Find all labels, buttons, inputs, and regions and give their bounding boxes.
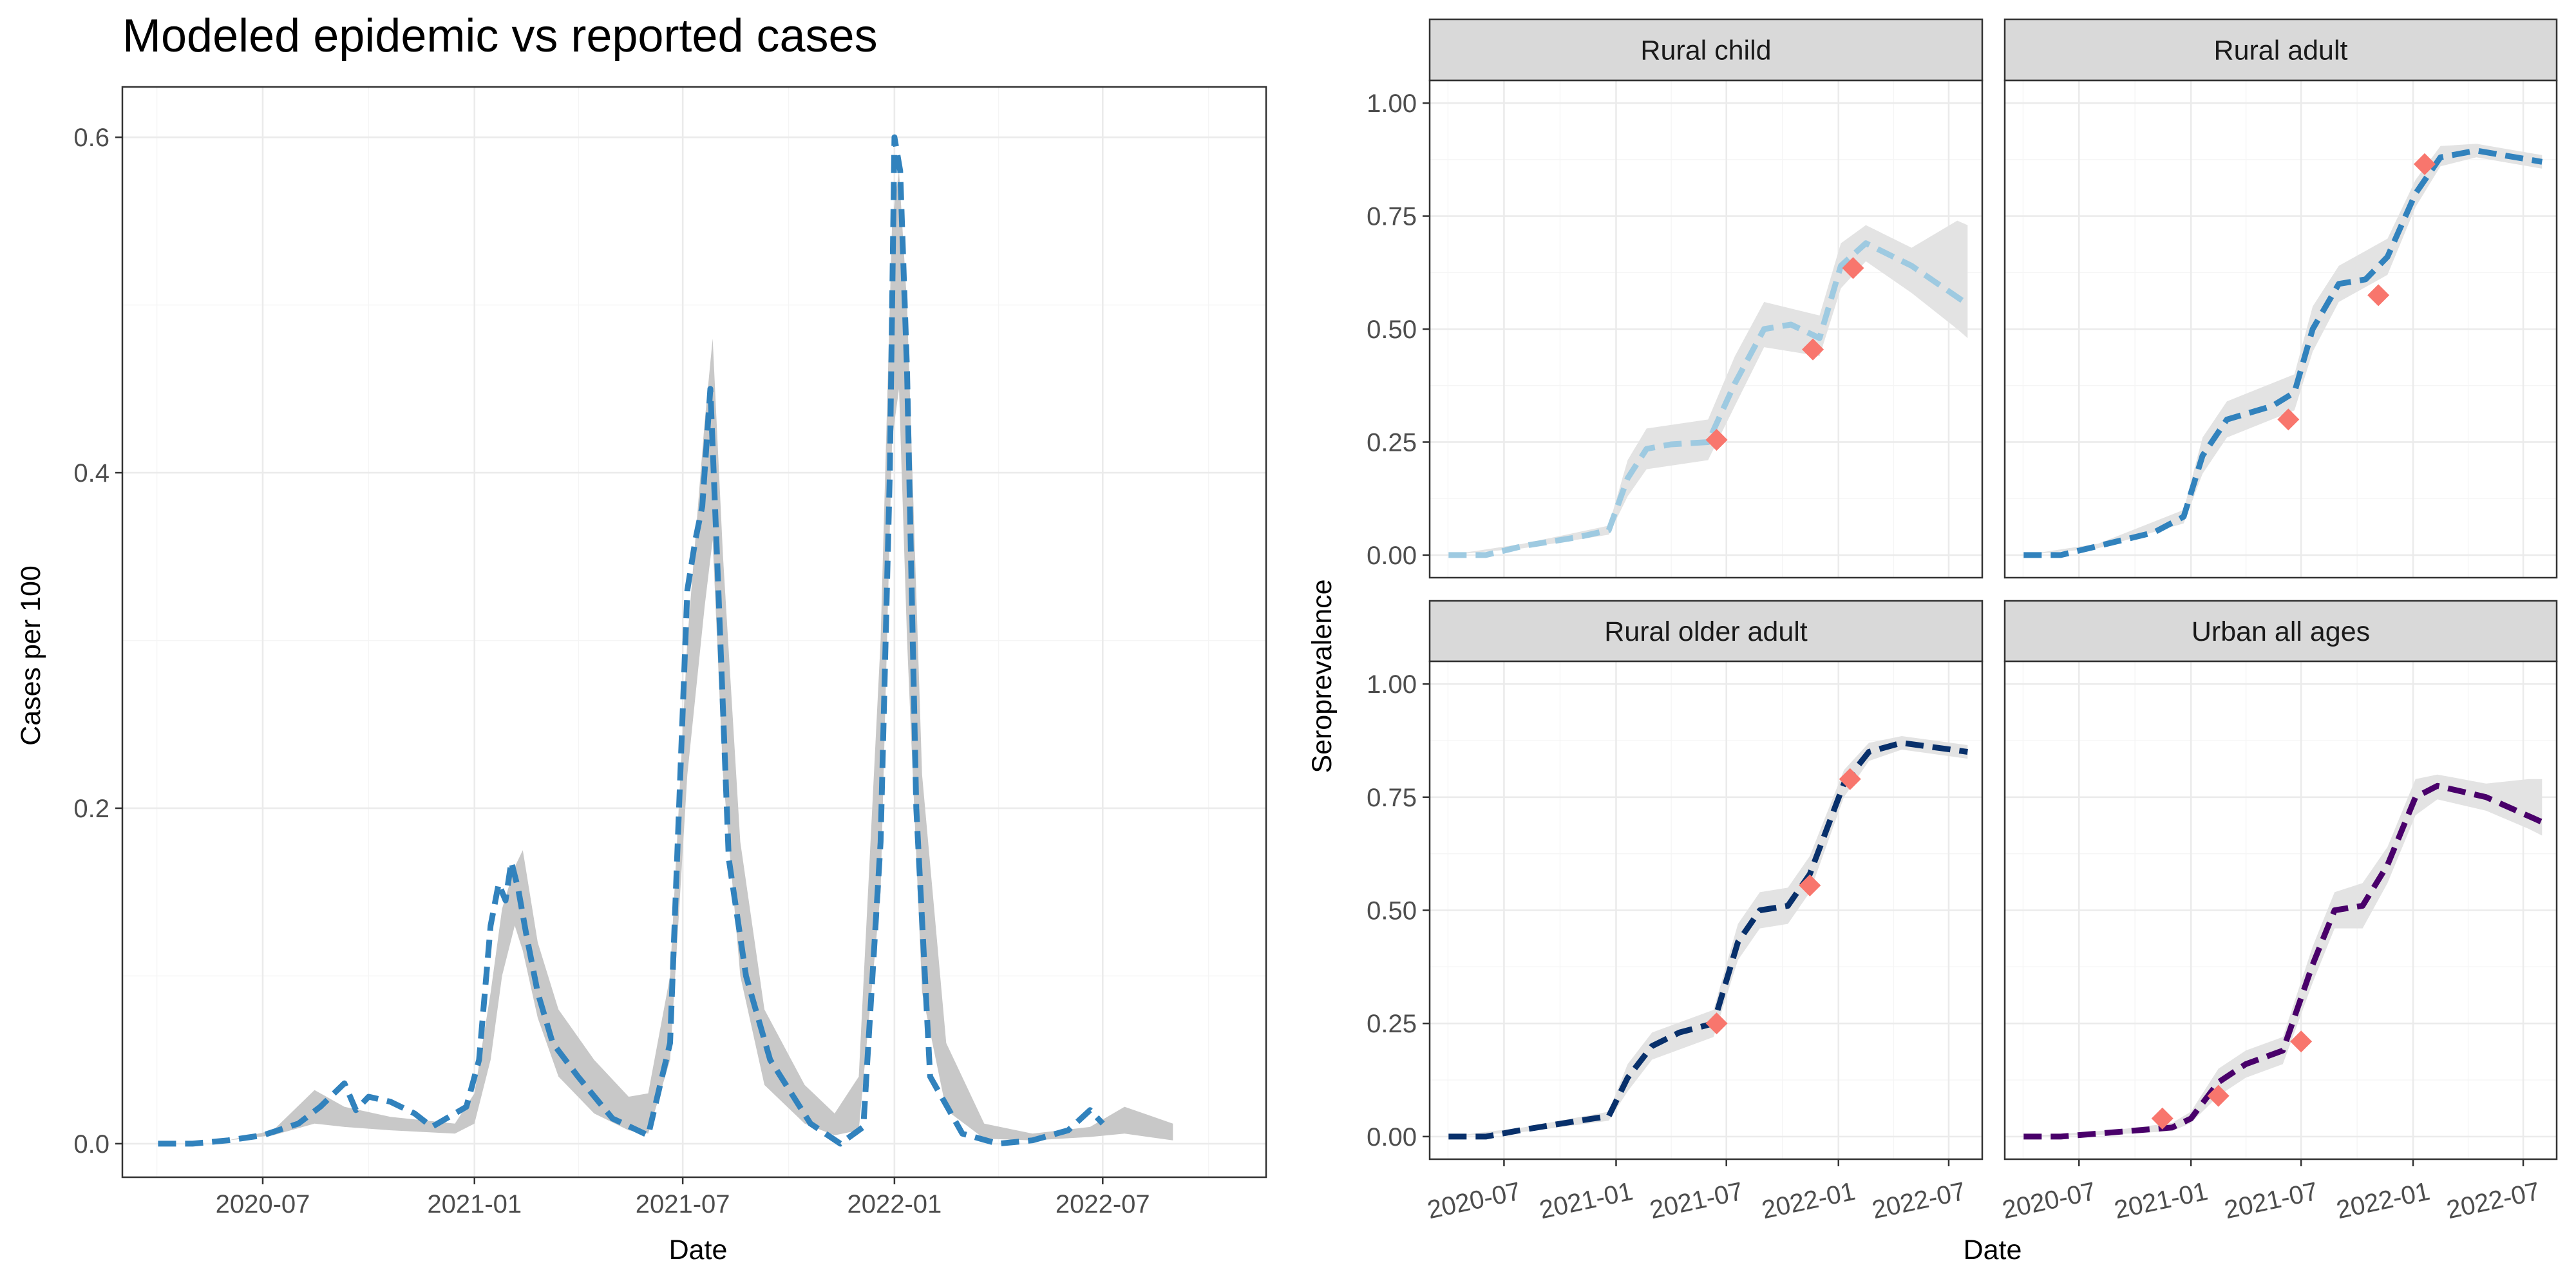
y-tick-label: 0.75 xyxy=(1367,203,1417,231)
facet-line xyxy=(2023,147,2543,558)
x-axis-title: Date xyxy=(669,1235,728,1265)
y-tick-label: 0.4 xyxy=(73,459,109,488)
facet-strip xyxy=(1428,600,1984,663)
observed-point xyxy=(2290,1030,2313,1053)
facet-panel-1: Rural adult xyxy=(2003,18,2558,579)
y-tick-label: 0.6 xyxy=(73,124,109,152)
observed-point xyxy=(1842,257,1864,279)
facet-strip-label: Rural older adult xyxy=(1604,616,1808,647)
facet-line xyxy=(2023,782,2544,1140)
y-tick-label: 0.00 xyxy=(1367,1123,1417,1151)
observed-point xyxy=(2207,1084,2230,1107)
facet-ribbon xyxy=(2023,774,2543,1137)
facet-ribbon xyxy=(1448,220,1968,555)
chart-title: Modeled epidemic vs reported cases xyxy=(122,10,878,62)
y-tick-label: 1.00 xyxy=(1367,90,1417,118)
facet-y-axis-title: Seroprevalence xyxy=(1307,579,1338,773)
y-tick-label: 0.75 xyxy=(1367,784,1417,812)
case-chart: 2020-07 2021-01 2021-07 2022-01 2022-07 0.0 0.… xyxy=(73,86,1267,1218)
observed-point xyxy=(1802,338,1824,361)
y-tick-label: 0.50 xyxy=(1367,316,1417,344)
observed-point xyxy=(1705,428,1728,451)
x-tick-label: 2021-01 xyxy=(427,1190,522,1218)
reported-cases-line xyxy=(158,134,1105,1147)
y-tick-label: 0.2 xyxy=(73,795,109,823)
observed-point xyxy=(1705,1012,1728,1035)
x-tick-label: 2021-07 xyxy=(636,1190,730,1218)
facet-strip-label: Urban all ages xyxy=(2192,616,2370,647)
observed-point xyxy=(1839,768,1861,790)
observed-point xyxy=(2367,284,2390,307)
x-tick-label: 2022-01 xyxy=(847,1190,942,1218)
y-tick-label: 0.0 xyxy=(73,1130,109,1159)
facet-panel-0: Rural child 0.00 0.25 0.50 0.75 1.00 xyxy=(1367,18,1984,579)
facet-panel-2: Rural older adult0.000.250.500.751.00202… xyxy=(1367,600,1984,1224)
plot-border xyxy=(121,86,1267,1179)
facet-border xyxy=(2003,79,2558,579)
facet-strip-label: Rural child xyxy=(1640,35,1771,66)
facet-border xyxy=(2003,660,2558,1160)
y-tick-label: 0.25 xyxy=(1367,1010,1417,1038)
facet-strip xyxy=(2003,18,2558,82)
y-tick-label: 1.00 xyxy=(1367,670,1417,699)
seroprevalence-facets: Rural child 0.00 0.25 0.50 0.75 1.00 Rural adu… xyxy=(1367,18,2558,1224)
y-tick-label: 0.25 xyxy=(1367,428,1417,457)
facet-strip xyxy=(1428,18,1984,82)
observed-point xyxy=(2413,153,2436,175)
facet-strip xyxy=(2003,600,2558,663)
observed-point xyxy=(2277,408,2300,431)
x-tick-label: 2022-07 xyxy=(1056,1190,1150,1218)
facet-strip-label: Rural adult xyxy=(2214,35,2348,66)
y-tick-label: 0.00 xyxy=(1367,542,1417,570)
observed-point xyxy=(1799,874,1821,896)
facet-x-axis-title: Date xyxy=(1964,1235,2022,1265)
y-axis-title: Cases per 100 xyxy=(15,565,46,746)
x-tick-label: 2020-07 xyxy=(216,1190,310,1218)
observed-point xyxy=(2151,1107,2174,1130)
y-tick-label: 0.50 xyxy=(1367,897,1417,925)
